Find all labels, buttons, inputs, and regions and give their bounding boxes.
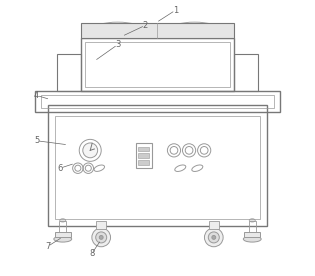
- Bar: [35, 91, 280, 112]
- Bar: [249, 221, 255, 233]
- Bar: [48, 105, 267, 226]
- Bar: [57, 54, 81, 91]
- Bar: [81, 38, 234, 91]
- Ellipse shape: [54, 236, 72, 242]
- Bar: [41, 95, 274, 108]
- Ellipse shape: [249, 219, 255, 222]
- Bar: [60, 221, 66, 233]
- Circle shape: [96, 232, 107, 243]
- Text: 4: 4: [34, 91, 39, 100]
- Text: 2: 2: [142, 21, 148, 30]
- Circle shape: [99, 235, 103, 239]
- Ellipse shape: [180, 25, 210, 35]
- Bar: [138, 160, 149, 165]
- Text: 3: 3: [115, 40, 120, 49]
- Bar: [85, 42, 230, 87]
- Ellipse shape: [60, 219, 66, 222]
- Text: 8: 8: [89, 250, 94, 258]
- Text: 6: 6: [57, 164, 63, 173]
- Bar: [96, 221, 106, 229]
- Circle shape: [208, 232, 219, 243]
- Circle shape: [204, 228, 223, 247]
- Bar: [234, 54, 258, 91]
- Bar: [135, 144, 152, 168]
- Text: 1: 1: [173, 6, 178, 15]
- Bar: [138, 153, 149, 158]
- Ellipse shape: [243, 236, 261, 242]
- Circle shape: [92, 228, 111, 247]
- Bar: [244, 232, 261, 237]
- Text: 5: 5: [34, 136, 39, 145]
- Ellipse shape: [103, 25, 133, 35]
- Circle shape: [83, 143, 98, 158]
- Bar: [138, 147, 149, 152]
- Bar: [81, 23, 234, 38]
- Circle shape: [212, 235, 216, 239]
- Bar: [209, 221, 219, 229]
- Text: 7: 7: [45, 242, 50, 251]
- Bar: [54, 232, 71, 237]
- Bar: [54, 116, 261, 219]
